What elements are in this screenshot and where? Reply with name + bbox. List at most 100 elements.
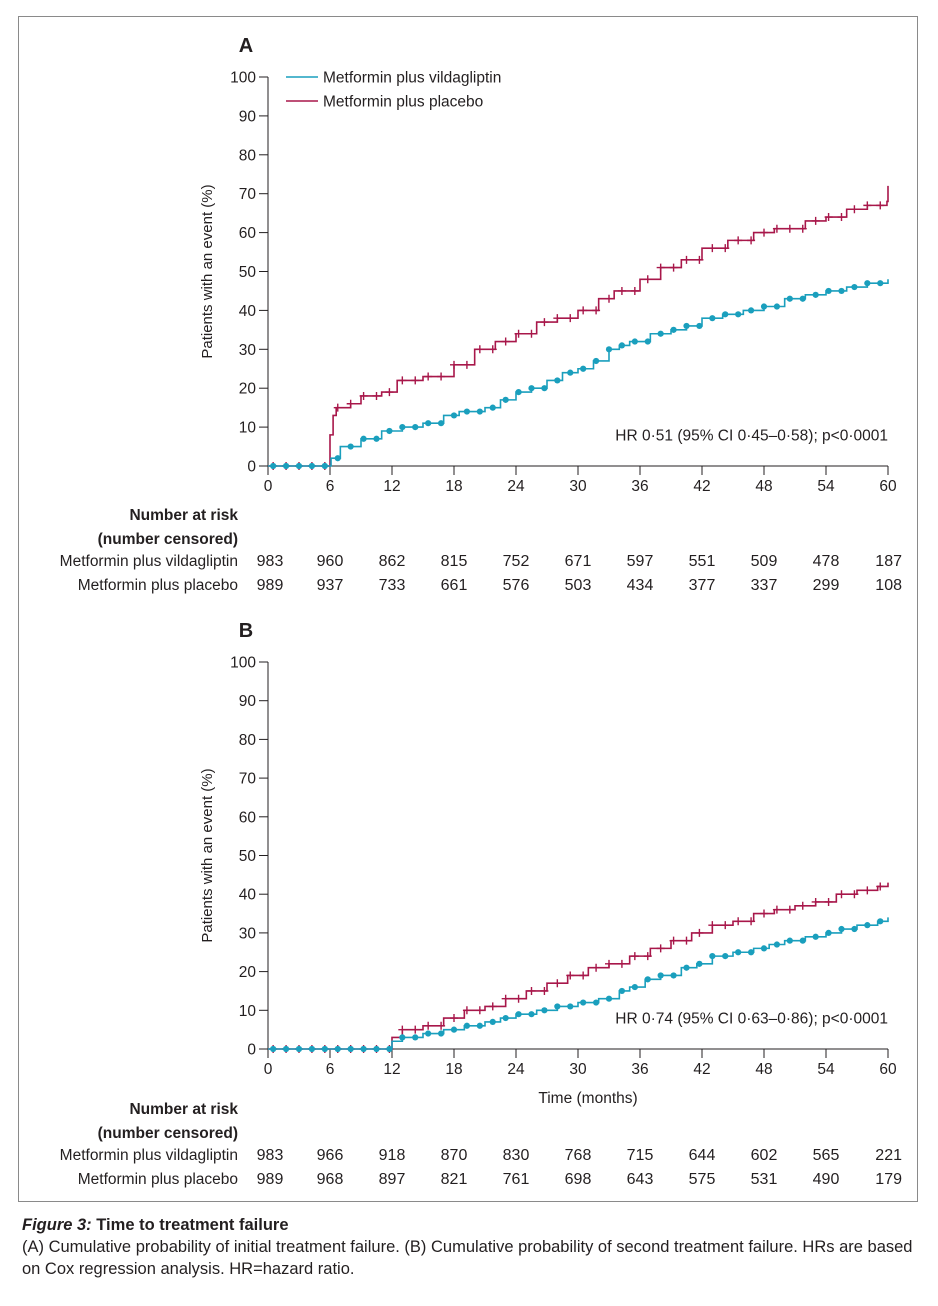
panel-a-placebo-censor-point [462,360,471,369]
panel-b-vildagliptin-censor-point [515,1011,522,1018]
panel-b-placebo-censor-point [760,909,768,918]
panel-b-risk-value-placebo: 490 [813,1171,840,1188]
panel-a-placebo-censor-point [695,255,704,264]
panel-b-vildagliptin-censor-point [386,1045,393,1053]
panel-b-placebo-censor-point [475,1006,484,1015]
panel-b-vildagliptin-censor-point [864,922,871,929]
panel-b-xtick-label: 0 [264,1061,273,1078]
panel-b-risk-value-vildagliptin: 221 [875,1147,902,1164]
panel-b-hr-annotation: HR 0·74 (95% CI 0·63–0·86); p<0·0001 [615,1011,888,1028]
panel-b-vildagliptin-censor-point [722,953,729,960]
panel-a-vildagliptin-censor-point [502,396,509,403]
panel-a-xtick-label: 36 [631,478,648,495]
panel-b-ytick-label: 20 [239,964,257,981]
panel-b-vildagliptin-censor-point [489,1018,496,1026]
panel-a-vildagliptin-censor-point [580,365,587,372]
panel-a-xtick-label: 60 [879,478,897,495]
panel-a-vildagliptin-censor-point [412,424,419,431]
panel-a-risk-value-placebo: 434 [627,577,654,594]
panel-b-risk-value-placebo: 761 [503,1171,530,1188]
panel-b-vildagliptin-censor-point [502,1014,509,1022]
panel-a-vildagliptin-censor-point [760,303,768,310]
panel-b-ytick-label: 10 [239,1003,257,1020]
panel-a-vildagliptin-censor-point [425,420,432,427]
panel-a-y-axis-label: Patients with an event (%) [199,184,216,358]
panel-b-vildagliptin-censor-point [399,1034,406,1041]
panel-b-placebo-censor-point [721,921,730,930]
panel-b-placebo-censor-point [450,1014,458,1023]
panel-a-risk-row-label-vildagliptin: Metformin plus vildagliptin [60,553,238,570]
panel-a-risk-value-placebo: 661 [441,577,468,594]
panel-b-placebo-censor-point [527,986,536,995]
panel-b-vildagliptin-censor-point [812,933,819,940]
panel-b-vildagliptin-censor-point [308,1045,316,1053]
panel-a-placebo-censor-point [398,376,407,385]
panel-b-risk-row-label-placebo: Metformin plus placebo [78,1171,238,1188]
legend-placebo-label: Metformin plus placebo [323,94,483,111]
panel-a-vildagliptin-censor-point [476,408,483,415]
panel-a-xtick-label: 12 [383,478,400,495]
panel-b-placebo-censor-point [772,905,781,914]
panel-a-ytick-label: 80 [239,147,257,164]
panel-b-risk-value-placebo: 989 [257,1171,284,1188]
panel-a-vildagliptin-censor-point [282,462,290,470]
panel-b-ytick-label: 70 [239,771,257,788]
panel-a-vildagliptin-censor-point [618,342,626,349]
panel-b-xtick-label: 60 [879,1061,897,1078]
panel-b-placebo-censor-point [501,994,510,1003]
panel-b-xtick-label: 18 [445,1061,462,1078]
panel-b-vildagliptin-censor-point [528,1011,535,1018]
panel-a-placebo-censor-point [798,224,807,233]
panel-b-risk-value-placebo: 643 [627,1171,654,1188]
panel-b-risk-value-placebo: 968 [317,1171,344,1188]
panel-b-risk-row-label-vildagliptin: Metformin plus vildagliptin [60,1147,238,1164]
panel-a-risk-value-placebo: 733 [379,577,406,594]
panel-b-ytick-label: 0 [247,1042,256,1059]
panel-a-vildagliptin-censor-point [812,291,819,298]
panel-b-placebo-censor-point [785,905,794,914]
panel-a-risk-value-vildagliptin: 478 [813,553,840,570]
panel-a-placebo-censor-point [876,201,885,210]
panel-b-placebo-censor-point [876,882,885,891]
panel-b-vildagliptin-censor-point [554,1003,561,1010]
panel-a-ytick-label: 0 [247,459,256,476]
panel-b-placebo-censor-point [553,979,562,988]
panel-b-placebo-censor-point [424,1021,433,1030]
panel-a-placebo-censor-point [837,213,846,222]
panel-b-xtick-label: 24 [507,1061,525,1078]
panel-a-placebo-censor-point [747,236,756,245]
panel-b-vildagliptin-censor-point [877,918,884,925]
panel-a-placebo-censor-point [450,360,458,369]
panel-a-vildagliptin-censor-point [347,443,354,450]
panel-b-placebo-censor-point [566,971,575,980]
panel-b-ytick-label: 30 [239,925,257,942]
panel-b-placebo-censor-point [863,886,872,895]
panel-a-vildagliptin-censor-point [825,287,832,295]
panel-b-vildagliptin-censor-point [425,1030,432,1037]
panel-a-placebo-series-line [268,185,889,467]
panel-b-vildagliptin-censor-point [670,972,677,979]
panel-b-placebo-censor-point [437,1021,446,1030]
panel-b-vildagliptin-censor-point [709,953,716,960]
panel-a-ytick-label: 50 [239,264,257,281]
panel-b-vildagliptin-censor-point [851,925,858,933]
panel-b-risk-table-subheader: (number censored) [98,1125,238,1142]
panel-a-ytick-label: 70 [239,186,257,203]
panel-b-risk-value-vildagliptin: 830 [503,1147,530,1164]
panel-b-vildagliptin-censor-point [463,1022,471,1029]
panel-a-risk-value-vildagliptin: 752 [503,553,530,570]
panel-b-xtick-label: 12 [383,1061,400,1078]
panel-a-vildagliptin-censor-point [709,315,716,322]
panel-a-placebo-censor-point [501,337,510,346]
panel-b-placebo-censor-point [708,921,717,930]
panel-b-risk-value-placebo: 897 [379,1171,406,1188]
panel-b-vildagliptin-censor-point [347,1045,354,1053]
panel-b-xtick-label: 54 [817,1061,835,1078]
panel-b-vildagliptin-censor-point [735,949,742,956]
panel-a-vildagliptin-censor-point [851,283,858,291]
panel-a-xtick-label: 6 [326,478,335,495]
panel-b-ytick-label: 80 [239,732,257,749]
panel-a-vildagliptin-censor-point [877,280,884,287]
panel-b-vildagliptin-censor-point [334,1045,341,1053]
panel-a-vildagliptin-censor-point [528,385,535,392]
